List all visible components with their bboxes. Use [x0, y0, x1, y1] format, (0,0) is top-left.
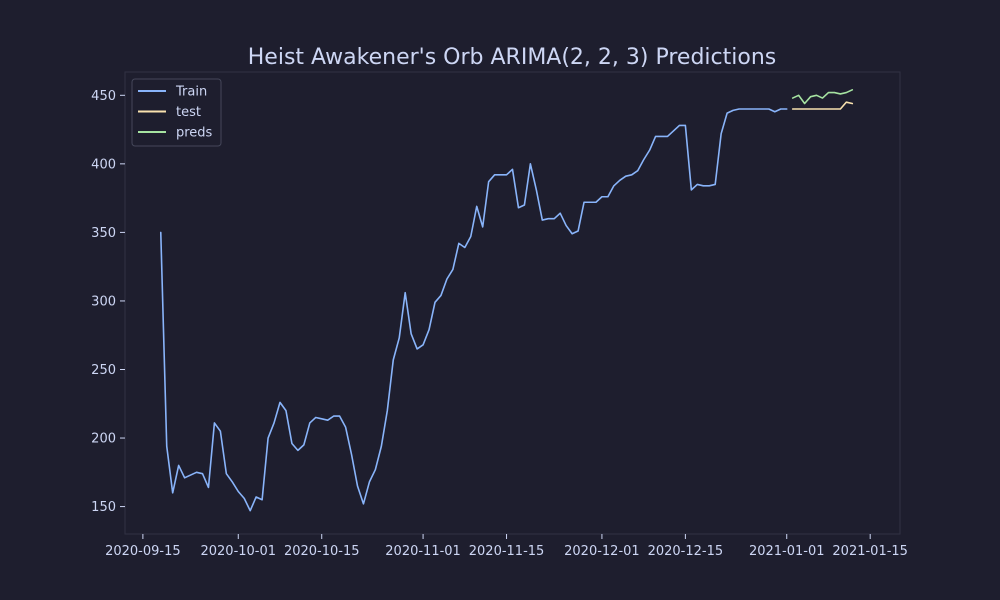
x-axis: 2020-09-15 2020-10-01 2020-10-15 2020-11-01… [105, 534, 908, 559]
plot-area [124, 71, 901, 535]
x-tick-label: 2020-11-01 [385, 544, 461, 559]
x-tick-label: 2020-12-15 [648, 544, 724, 559]
x-tick-label: 2020-10-01 [200, 544, 276, 559]
series-line-test [791, 101, 854, 110]
x-tick-label: 2020-09-15 [105, 544, 181, 559]
chart-title: Heist Awakener's Orb ARIMA(2, 2, 3) Pred… [248, 45, 776, 70]
x-tick-label: 2021-01-01 [749, 544, 825, 559]
legend-label-test: test [176, 105, 201, 120]
y-axis: 150 200 250 300 350 400 450 [91, 89, 125, 515]
x-tick-label: 2020-11-15 [469, 544, 545, 559]
legend-label-preds: preds [176, 126, 213, 141]
y-tick-label: 400 [91, 157, 116, 172]
legend: Train test preds [131, 78, 222, 147]
x-tick-label: 2020-10-15 [284, 544, 360, 559]
series-line-train [159, 108, 788, 512]
y-tick-label: 350 [91, 226, 116, 241]
series-layer [159, 89, 854, 512]
x-tick-label: 2021-01-15 [832, 544, 908, 559]
series-line-preds [791, 89, 854, 105]
y-tick-label: 200 [91, 432, 116, 447]
legend-label-train: Train [175, 85, 207, 100]
y-tick-label: 150 [91, 500, 116, 515]
legend-box [131, 78, 222, 147]
x-tick-label: 2020-12-01 [564, 544, 640, 559]
y-tick-label: 300 [91, 294, 116, 309]
y-tick-label: 250 [91, 363, 116, 378]
y-tick-label: 450 [91, 89, 116, 104]
